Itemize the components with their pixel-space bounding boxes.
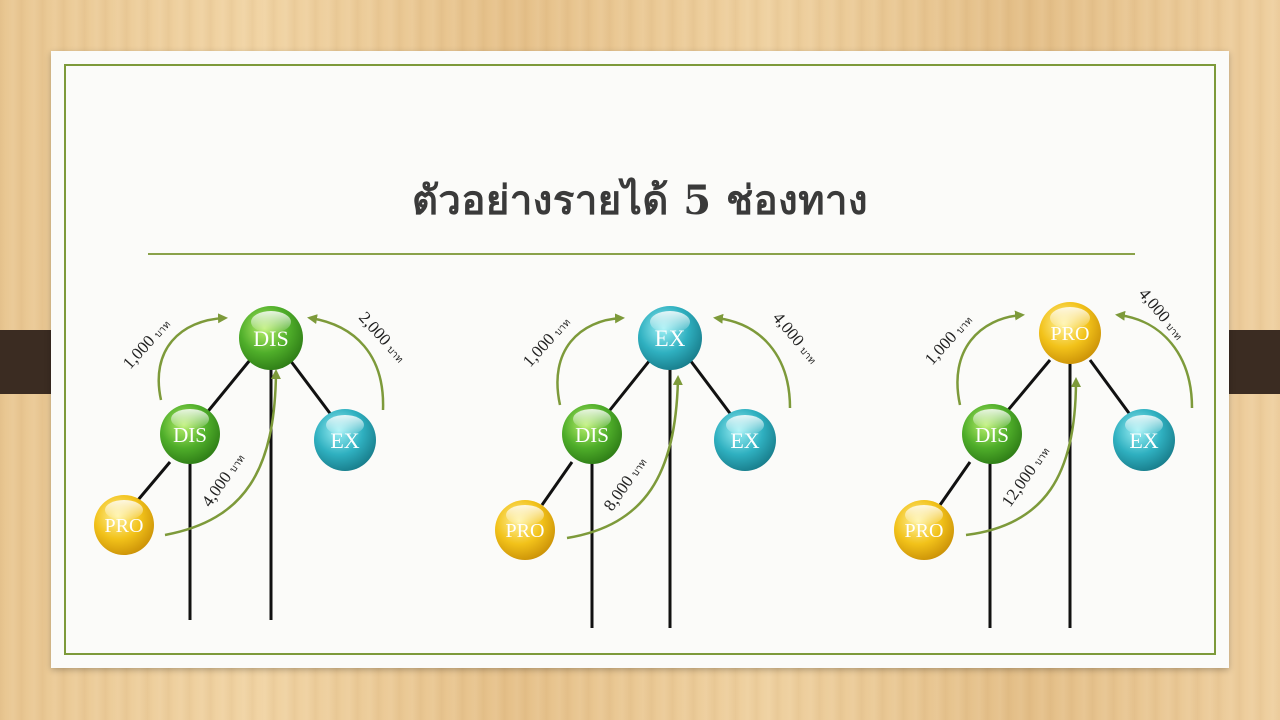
arrow-center [164, 369, 281, 537]
svg-text:8,000 บาท: 8,000 บาท [600, 453, 651, 514]
diagram-1: DIS DIS EX PRO 1,000 บาท 2,000 บาท 4,000… [94, 306, 410, 620]
svg-text:EX: EX [655, 326, 686, 351]
svg-text:1,000 บาท: 1,000 บาท [119, 315, 174, 373]
ex-right-label: EX [330, 428, 359, 453]
svg-text:PRO: PRO [506, 520, 545, 542]
arrow-right [307, 314, 385, 411]
svg-text:DIS: DIS [975, 423, 1009, 447]
income-right-1: 2,000 บาท [355, 308, 410, 366]
dis-left-node: DIS [562, 404, 622, 464]
title-divider [148, 253, 1135, 255]
svg-text:1,000 บาท: 1,000 บาท [921, 311, 976, 369]
income-left-3: 1,000 บาท [921, 311, 976, 369]
svg-text:PRO: PRO [905, 520, 944, 542]
ex-right-node: EX [1113, 409, 1175, 471]
ex-top-node: EX [638, 306, 702, 370]
svg-text:EX: EX [730, 428, 759, 453]
dis-left-node: DIS [962, 404, 1022, 464]
svg-text:DIS: DIS [575, 423, 609, 447]
dis-left-node: DIS [160, 404, 220, 464]
svg-text:4,000 บาท: 4,000 บาท [769, 308, 823, 367]
diagram-3: PRO DIS EX PRO 1,000 บาท 4,000 บาท 12,00… [894, 284, 1194, 628]
svg-text:PRO: PRO [1051, 323, 1090, 345]
slide-frame [64, 64, 1216, 655]
pro-bottom-label: PRO [105, 515, 144, 537]
dis-left-label: DIS [173, 423, 207, 447]
income-left-1: 1,000 บาท [119, 315, 174, 373]
pro-bottom-node: PRO [894, 500, 954, 560]
income-center-2: 8,000 บาท [600, 453, 651, 514]
diagram-2: EX DIS EX PRO 1,000 บาท 4,000 บาท 8,000 … [495, 306, 823, 628]
income-left-2: 1,000 บาท [519, 313, 574, 371]
svg-text:1,000 บาท: 1,000 บาท [519, 313, 574, 371]
ex-right-node: EX [314, 409, 376, 471]
income-right-2: 4,000 บาท [769, 308, 823, 367]
slide-title: ตัวอย่างรายได้ 5 ช่องทาง [411, 177, 869, 224]
arrow-left [157, 313, 228, 401]
dis-top-node: DIS [239, 306, 303, 370]
ex-right-node: EX [714, 409, 776, 471]
pro-bottom-node: PRO [495, 500, 555, 560]
svg-text:2,000 บาท: 2,000 บาท [355, 308, 410, 366]
pro-bottom-node: PRO [94, 495, 154, 555]
dis-top-label: DIS [253, 326, 288, 351]
pro-top-node: PRO [1039, 302, 1101, 364]
svg-text:EX: EX [1129, 428, 1158, 453]
